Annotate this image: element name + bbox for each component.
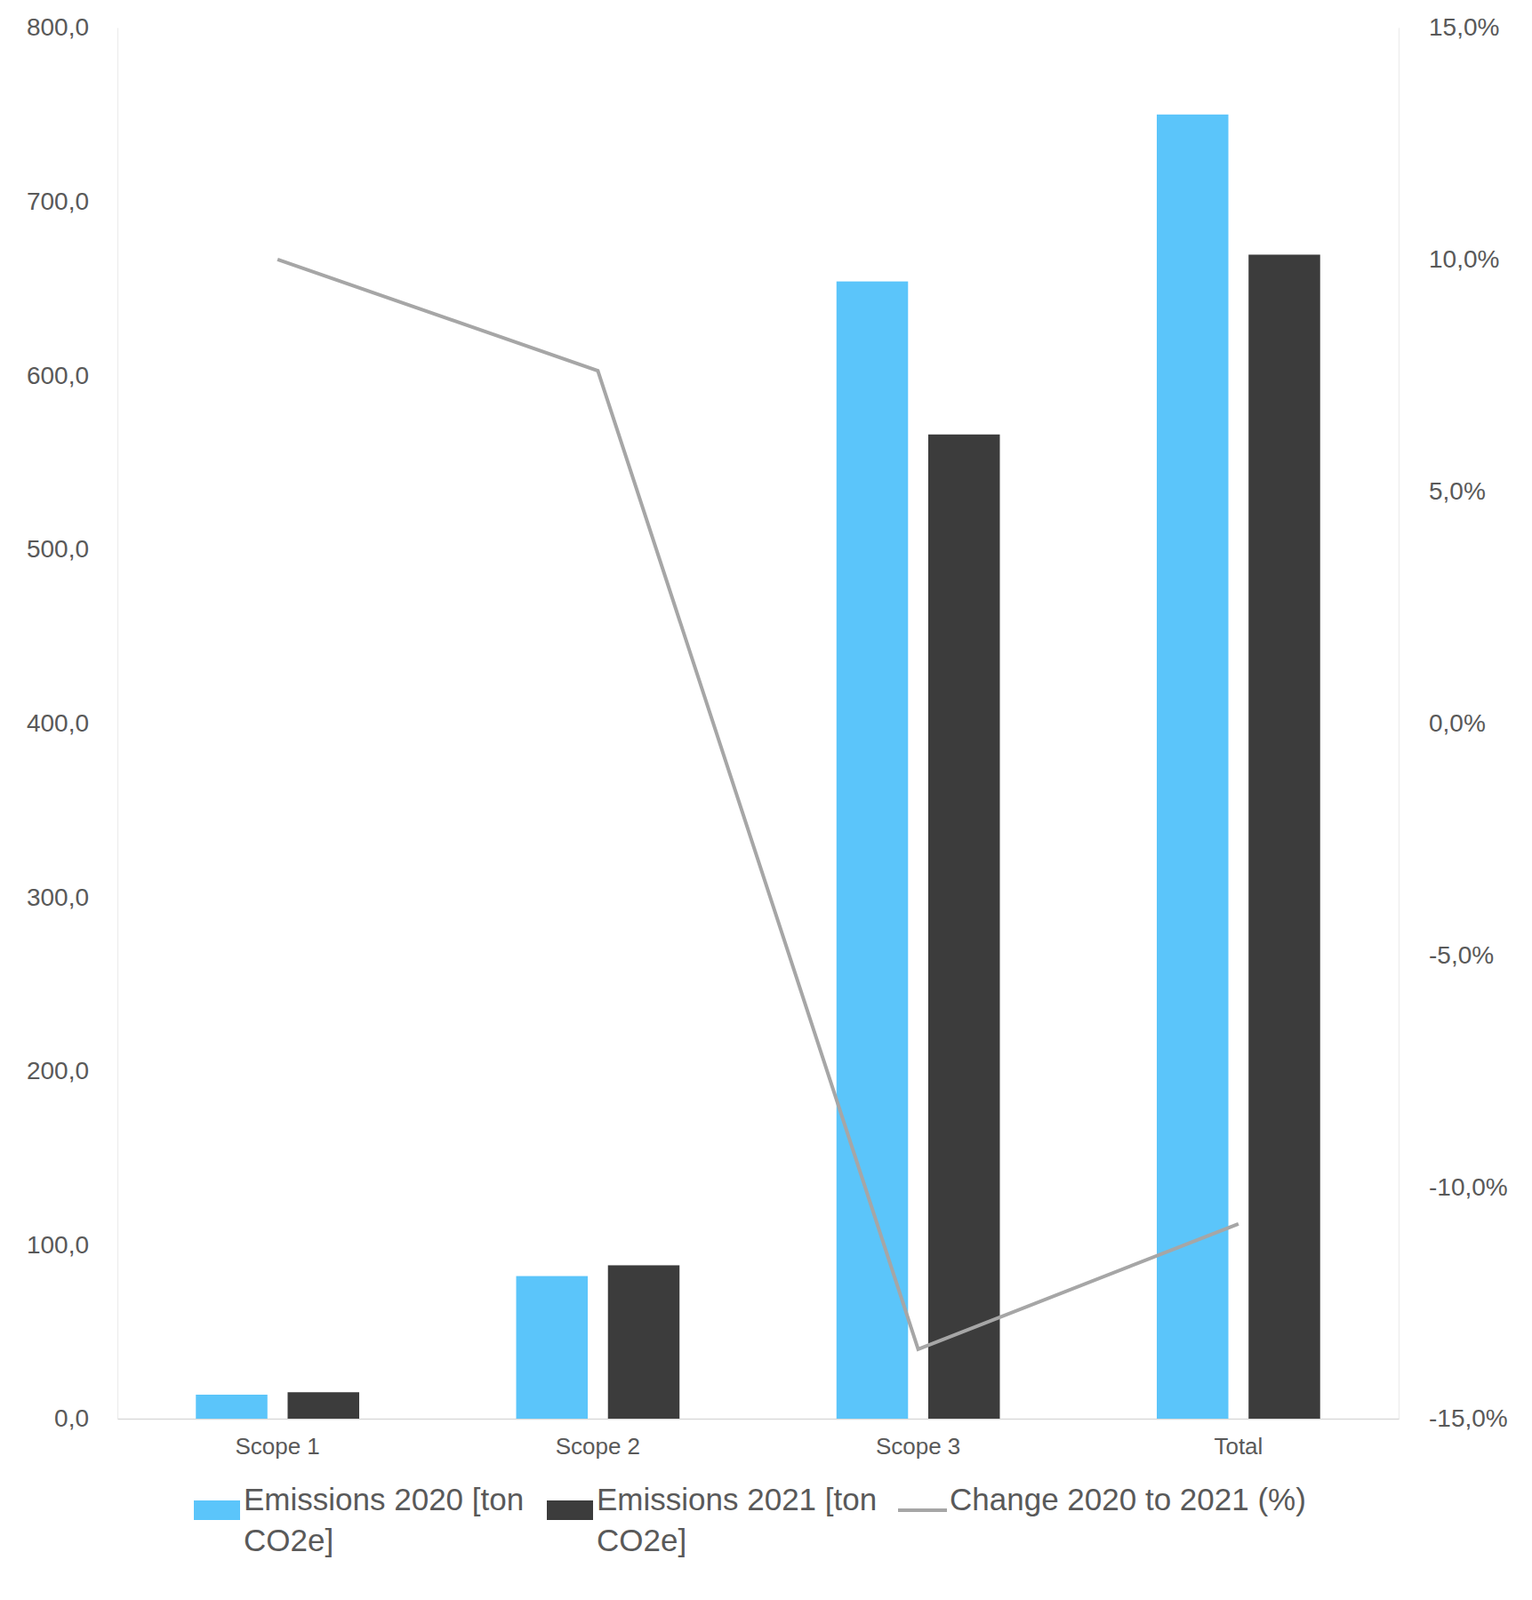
y-axis: 0,0 100,0 200,0 300,0 400,0 500,0 600,0 700,0 80… bbox=[26, 13, 119, 1433]
tick-label: 10,0% bbox=[1428, 245, 1500, 273]
legend-item: Emissions 2020 [tonCO2e] bbox=[193, 1482, 524, 1558]
legend-item: Emissions 2021 [tonCO2e] bbox=[546, 1482, 877, 1558]
bar bbox=[195, 1395, 268, 1420]
tick-label: 700,0 bbox=[26, 187, 89, 216]
tick: 15,0% bbox=[1398, 13, 1500, 41]
legend-label: Change 2020 to 2021 (%) bbox=[949, 1482, 1307, 1517]
tick: -15,0% bbox=[1398, 1404, 1508, 1433]
tick: 0,0% bbox=[1398, 709, 1486, 738]
tick: 5,0% bbox=[1398, 477, 1486, 506]
tick-label: -10,0% bbox=[1428, 1173, 1508, 1202]
tick-label: 800,0 bbox=[26, 13, 89, 41]
tick-label: 300,0 bbox=[26, 883, 89, 912]
tick-label: Scope 2 bbox=[555, 1433, 641, 1460]
legend-swatch bbox=[898, 1508, 947, 1513]
line bbox=[277, 259, 1239, 1350]
legend-label: Emissions 2021 [tonCO2e] bbox=[596, 1482, 877, 1558]
tick: Scope 3 bbox=[875, 1419, 961, 1460]
axis-line bbox=[1398, 28, 1401, 1420]
tick-label: Total bbox=[1213, 1433, 1263, 1460]
tick: 600,0 bbox=[26, 361, 118, 390]
tick-label: -15,0% bbox=[1428, 1404, 1508, 1433]
tick-label: 15,0% bbox=[1428, 13, 1500, 41]
bar bbox=[516, 1276, 589, 1420]
bar bbox=[608, 1265, 681, 1420]
tick: 700,0 bbox=[26, 187, 118, 216]
tick: 200,0 bbox=[26, 1057, 118, 1085]
tick-label: 600,0 bbox=[26, 361, 89, 390]
bar bbox=[1156, 114, 1229, 1420]
legend-label: Emissions 2020 [tonCO2e] bbox=[243, 1482, 524, 1558]
tick: Scope 1 bbox=[234, 1419, 320, 1460]
tick: Total bbox=[1213, 1419, 1263, 1460]
tick: -10,0% bbox=[1398, 1173, 1508, 1202]
y2-axis: -15,0% -10,0% -5,0% 0,0% 5,0% 10,0% 15,0% bbox=[1398, 13, 1508, 1433]
legend: Emissions 2020 [tonCO2e] Emissions 2021 [… bbox=[193, 1482, 1307, 1558]
bar bbox=[1248, 254, 1321, 1420]
bar-series bbox=[195, 114, 1228, 1420]
tick: 0,0 bbox=[54, 1404, 118, 1433]
bar bbox=[287, 1392, 360, 1420]
tick: 800,0 bbox=[26, 13, 118, 41]
tick: 10,0% bbox=[1398, 245, 1500, 273]
tick-label: 100,0 bbox=[26, 1231, 89, 1260]
legend-item: Change 2020 to 2021 (%) bbox=[898, 1482, 1307, 1517]
bar bbox=[928, 434, 1001, 1420]
tick-label: 500,0 bbox=[26, 535, 89, 563]
tick: -5,0% bbox=[1398, 941, 1494, 970]
legend-swatch bbox=[546, 1500, 594, 1521]
plot-area bbox=[195, 114, 1320, 1420]
tick-label: Scope 3 bbox=[875, 1433, 961, 1460]
tick-label: 0,0% bbox=[1428, 709, 1486, 738]
chart: 0,0 100,0 200,0 300,0 400,0 500,0 600,0 700,0 80… bbox=[0, 0, 1532, 1600]
legend-swatch bbox=[193, 1500, 241, 1521]
tick: Scope 2 bbox=[555, 1419, 641, 1460]
tick: 500,0 bbox=[26, 535, 118, 563]
x-axis: Scope 1 Scope 2 Scope 3 Total bbox=[118, 1419, 1400, 1460]
tick-label: 5,0% bbox=[1428, 477, 1486, 506]
tick-label: Scope 1 bbox=[234, 1433, 320, 1460]
tick: 400,0 bbox=[26, 709, 118, 738]
bar-series bbox=[287, 254, 1320, 1420]
tick-label: 200,0 bbox=[26, 1057, 89, 1085]
tick: 300,0 bbox=[26, 883, 118, 912]
bar bbox=[836, 281, 909, 1420]
tick: 100,0 bbox=[26, 1231, 118, 1260]
tick-label: -5,0% bbox=[1428, 941, 1494, 970]
axis-line bbox=[117, 28, 120, 1420]
tick-label: 0,0 bbox=[54, 1404, 89, 1433]
tick-label: 400,0 bbox=[26, 709, 89, 738]
